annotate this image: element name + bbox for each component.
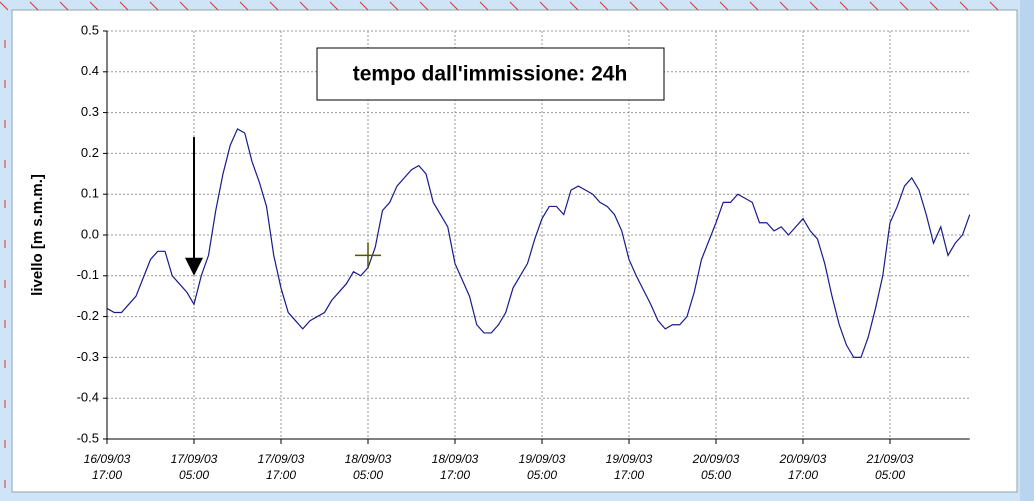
y-tick-label: 0.3	[81, 104, 99, 119]
x-tick-label: 21/09/03 05:00	[866, 452, 914, 482]
x-tick-label: 16/09/03 17:00	[83, 452, 131, 482]
y-axis-label: livello [m s.m.m.]	[29, 174, 46, 296]
x-tick-label: 17/09/03 17:00	[257, 452, 305, 482]
x-tick-label: 20/09/03 17:00	[779, 452, 827, 482]
marker	[355, 242, 381, 269]
y-tick-label: 0.2	[81, 145, 99, 160]
y-tick-label: 0.0	[81, 226, 99, 241]
x-tick-label: 18/09/03 17:00	[431, 452, 479, 482]
line	[106, 128, 971, 358]
y-tick-label: -0.4	[77, 390, 99, 405]
y-tick-label: 0.4	[81, 63, 99, 78]
x-tick-label: 20/09/03 05:00	[692, 452, 740, 482]
annotation-box	[316, 47, 665, 101]
y-tick-label: 0.5	[81, 22, 99, 37]
y-tick-label: -0.1	[77, 267, 99, 282]
hatch	[0, 1, 999, 11]
arrow-head	[185, 257, 203, 276]
x-tick-label: 18/09/03 05:00	[344, 452, 392, 482]
y-tick-label: 0.1	[81, 186, 99, 201]
y-tick-label: -0.5	[77, 430, 99, 445]
x-tick-label: 19/09/03 17:00	[605, 452, 653, 482]
y-tick-label: -0.2	[77, 308, 99, 323]
side-strip	[1020, 0, 1034, 501]
x-tick-label: 17/09/03 05:00	[170, 452, 218, 482]
x-tick-label: 19/09/03 05:00	[518, 452, 566, 482]
annotation: tempo dall'immissione: 24h	[353, 63, 628, 86]
y-tick-label: -0.3	[77, 349, 99, 364]
